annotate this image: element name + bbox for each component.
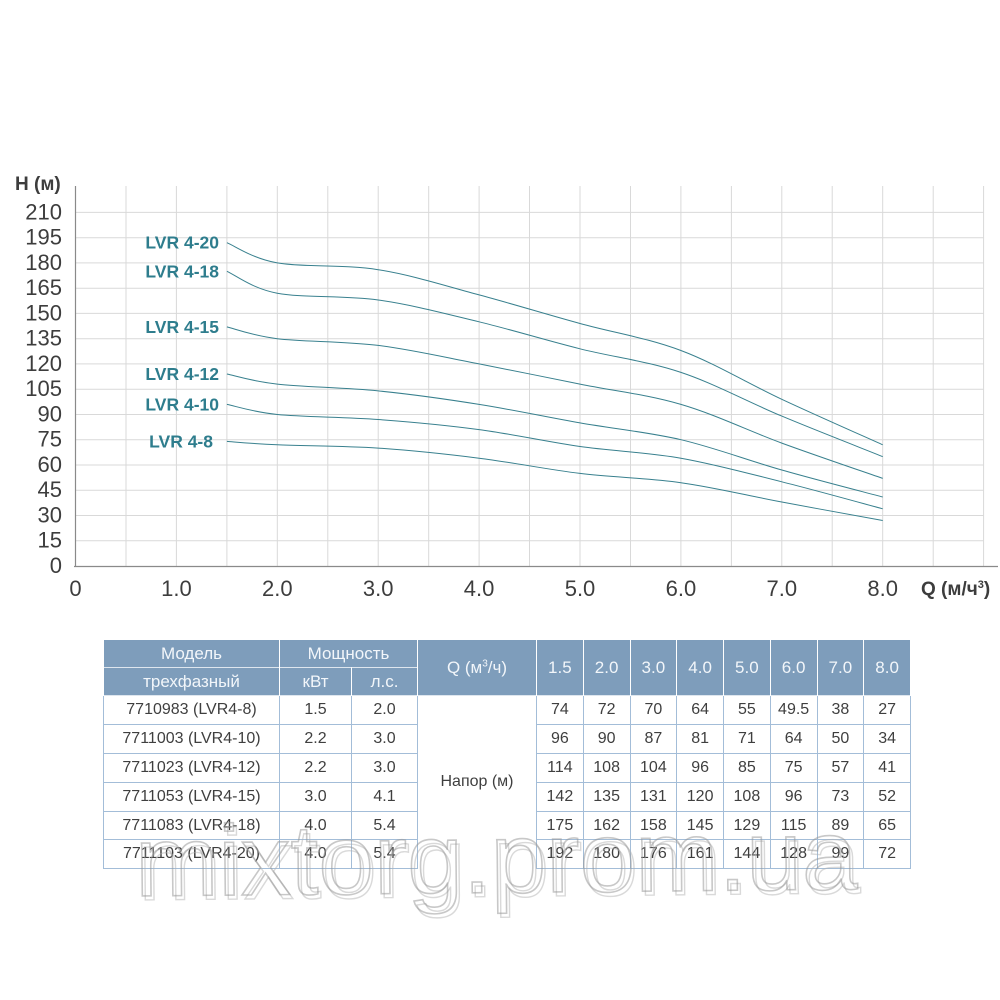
svg-text:165: 165 xyxy=(25,275,62,300)
svg-text:7.0: 7.0 xyxy=(767,576,798,601)
svg-text:195: 195 xyxy=(25,225,62,250)
svg-text:LVR 4-15: LVR 4-15 xyxy=(145,317,219,337)
svg-text:180: 180 xyxy=(25,250,62,275)
svg-text:0: 0 xyxy=(69,576,81,601)
svg-text:Q (м/ч3): Q (м/ч3) xyxy=(921,579,990,600)
svg-text:75: 75 xyxy=(38,427,62,452)
svg-text:LVR 4-8: LVR 4-8 xyxy=(149,431,213,451)
svg-text:45: 45 xyxy=(38,477,62,502)
svg-text:105: 105 xyxy=(25,376,62,401)
svg-text:1.0: 1.0 xyxy=(161,576,192,601)
svg-text:LVR 4-10: LVR 4-10 xyxy=(145,394,219,414)
svg-text:8.0: 8.0 xyxy=(867,576,898,601)
svg-text:LVR 4-20: LVR 4-20 xyxy=(145,233,219,253)
svg-text:30: 30 xyxy=(38,503,62,528)
svg-text:210: 210 xyxy=(25,199,62,224)
svg-text:0: 0 xyxy=(50,553,62,578)
svg-text:LVR 4-18: LVR 4-18 xyxy=(145,261,219,281)
svg-text:15: 15 xyxy=(38,528,62,553)
svg-text:2.0: 2.0 xyxy=(262,576,293,601)
svg-text:3.0: 3.0 xyxy=(363,576,394,601)
svg-text:4.0: 4.0 xyxy=(464,576,495,601)
svg-text:150: 150 xyxy=(25,300,62,325)
svg-text:120: 120 xyxy=(25,351,62,376)
svg-text:60: 60 xyxy=(38,452,62,477)
svg-text:5.0: 5.0 xyxy=(565,576,596,601)
svg-text:90: 90 xyxy=(38,402,62,427)
svg-text:135: 135 xyxy=(25,326,62,351)
svg-text:LVR 4-12: LVR 4-12 xyxy=(145,364,219,384)
svg-text:6.0: 6.0 xyxy=(666,576,697,601)
svg-text:H (м): H (м) xyxy=(15,174,61,195)
